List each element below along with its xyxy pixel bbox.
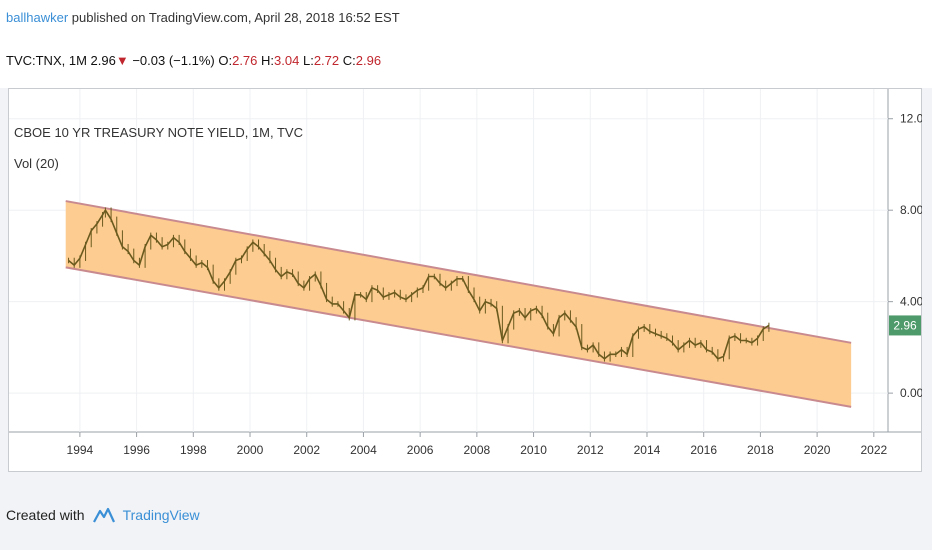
footer: Created with TradingView — [6, 506, 200, 524]
close-label: C: — [342, 53, 356, 68]
author-link[interactable]: ballhawker — [6, 10, 69, 25]
open-label: O: — [218, 53, 233, 68]
x-tick-label: 2020 — [804, 443, 831, 457]
x-tick-label: 2014 — [634, 443, 661, 457]
x-tick-label: 1994 — [67, 443, 94, 457]
x-tick-label: 2000 — [237, 443, 264, 457]
close-value: 2.96 — [355, 53, 382, 68]
x-tick-label: 1996 — [123, 443, 150, 457]
y-tick-label: 12.00 — [900, 112, 922, 126]
tradingview-logo-icon[interactable] — [92, 506, 115, 524]
price-change: −0.03 (−1.1%) — [132, 53, 215, 68]
published-text: published on TradingView.com, April 28, … — [71, 10, 400, 25]
symbol: TVC:TNX, 1M — [6, 53, 87, 68]
regression-channel[interactable] — [65, 200, 852, 408]
symbol-line: TVC:TNX, 1M 2.96▼ −0.03 (−1.1%) O:2.76 H… — [6, 53, 381, 68]
x-tick-label: 1998 — [180, 443, 207, 457]
x-tick-label: 2006 — [407, 443, 434, 457]
high-label: H: — [261, 53, 275, 68]
channel-lower-line — [65, 266, 852, 408]
down-arrow-icon: ▼ — [115, 53, 129, 68]
x-tick-label: 2004 — [350, 443, 377, 457]
x-tick-label: 2018 — [747, 443, 774, 457]
last-price-tag-bg — [889, 315, 921, 336]
chart-title: CBOE 10 YR TREASURY NOTE YIELD, 1M, TVC — [14, 125, 303, 140]
x-tick-label: 2022 — [860, 443, 887, 457]
low-value: 2.72 — [313, 53, 340, 68]
x-tick-label: 2002 — [293, 443, 320, 457]
x-axis: 1994 1996 1998 2000 2002 2004 2006 2008 2010 2012… — [67, 432, 887, 457]
x-tick-label: 2012 — [577, 443, 604, 457]
y-tick-label: 8.00 — [900, 203, 922, 217]
high-value: 3.04 — [274, 53, 300, 68]
channel-fill — [65, 201, 852, 407]
publish-line: ballhawker published on TradingView.com,… — [6, 10, 400, 25]
tradingview-brand-link[interactable]: TradingView — [122, 507, 200, 523]
volume-indicator-label: Vol (20) — [14, 156, 59, 171]
open-value: 2.76 — [232, 53, 258, 68]
chart-area[interactable]: 1994 1996 1998 2000 2002 2004 2006 2008 2010 2012… — [8, 88, 922, 472]
header: ballhawker published on TradingView.com,… — [0, 0, 932, 88]
last-price-tag-label: 2.96 — [893, 318, 917, 332]
y-tick-label: 0.00 — [900, 386, 922, 400]
last-price-tag: 2.96 — [889, 315, 921, 336]
chart-svg[interactable]: 1994 1996 1998 2000 2002 2004 2006 2008 2010 2012… — [8, 88, 922, 472]
last-price: 2.96 — [90, 53, 116, 68]
x-tick-label: 2010 — [520, 443, 547, 457]
x-tick-label: 2016 — [690, 443, 717, 457]
y-tick-label: 4.00 — [900, 295, 922, 309]
y-axis: 12.00 8.00 4.00 0.00 — [888, 112, 922, 400]
created-with-text: Created with — [6, 507, 85, 523]
low-label: L: — [302, 53, 314, 68]
x-tick-label: 2008 — [464, 443, 491, 457]
price-series — [67, 207, 770, 362]
grid — [9, 89, 888, 432]
channel-upper-line — [65, 200, 852, 344]
